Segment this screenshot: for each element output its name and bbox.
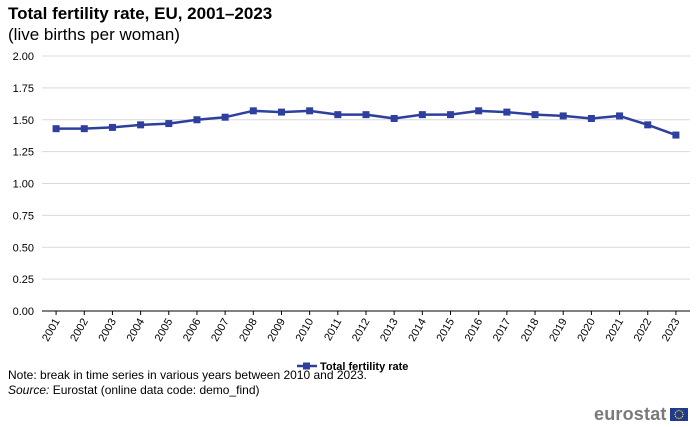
x-tick-label: 2006 — [181, 317, 204, 344]
data-point-2014 — [418, 111, 426, 119]
x-tick-label: 2018 — [519, 317, 542, 344]
x-tick-label: 2007 — [209, 317, 232, 344]
data-point-2017 — [503, 108, 511, 116]
x-tick-label: 2010 — [294, 317, 317, 344]
data-point-2015 — [447, 111, 455, 119]
x-tick-label: 2005 — [153, 317, 176, 344]
data-point-2013 — [390, 114, 398, 122]
eu-flag-icon — [669, 407, 688, 421]
x-tick-label: 2012 — [350, 317, 373, 344]
x-tick-label: 2002 — [68, 317, 91, 344]
legend-marker — [303, 362, 310, 370]
logo-text: eurostat — [594, 403, 667, 424]
legend-label: Total fertility rate — [320, 361, 408, 373]
data-point-2008 — [249, 107, 257, 115]
data-point-2016 — [475, 107, 483, 115]
y-tick-label: 1.00 — [13, 179, 34, 191]
series-total-fertility-rate — [52, 107, 680, 139]
y-tick-label: 1.25 — [13, 147, 34, 159]
x-tick-label: 2004 — [125, 317, 148, 344]
data-point-2020 — [587, 114, 595, 122]
legend: Total fertility rate — [297, 361, 408, 373]
data-point-2002 — [80, 125, 88, 133]
y-tick-label: 0.75 — [13, 210, 34, 222]
x-tick-label: 2021 — [604, 317, 627, 344]
chart-subtitle: (live births per woman) — [8, 25, 180, 44]
data-point-2022 — [644, 121, 652, 129]
source-label: Source: — [8, 383, 50, 397]
data-point-2018 — [531, 111, 539, 119]
x-tick-label: 2017 — [491, 317, 514, 344]
data-point-2003 — [108, 123, 116, 131]
x-tick-label: 2015 — [434, 317, 457, 344]
x-tick-label: 2023 — [660, 317, 683, 344]
data-point-2021 — [616, 112, 624, 120]
data-point-2001 — [52, 125, 60, 133]
data-point-2005 — [165, 120, 173, 128]
eurostat-logo: eurostat — [594, 404, 688, 424]
data-point-2004 — [137, 121, 145, 129]
data-point-2011 — [334, 111, 342, 119]
y-tick-label: 2.00 — [13, 51, 34, 63]
data-point-2006 — [193, 116, 201, 124]
x-tick-label: 2011 — [322, 317, 344, 343]
data-point-2019 — [559, 112, 567, 120]
y-tick-label: 0.00 — [13, 306, 34, 318]
y-tick-label: 1.50 — [13, 115, 34, 127]
y-tick-label: 0.50 — [13, 242, 34, 254]
data-point-2007 — [221, 113, 229, 121]
source-text: Eurostat (online data code: demo_find) — [49, 383, 260, 397]
chart-title: Total fertility rate, EU, 2001–2023 — [8, 4, 273, 23]
data-point-2023 — [672, 131, 680, 139]
chart-note: Note: break in time series in various ye… — [8, 368, 367, 382]
y-axis: 0.00 0.25 0.50 0.75 1.00 1.25 1.50 1.75 2.00 — [13, 51, 34, 318]
data-point-2010 — [306, 107, 314, 115]
x-tick-label: 2008 — [237, 317, 260, 344]
data-point-2009 — [277, 108, 285, 116]
y-tick-label: 1.75 — [13, 83, 34, 95]
chart-source: Source: Eurostat (online data code: demo… — [8, 383, 260, 397]
x-tick-label: 2016 — [463, 317, 486, 344]
data-point-2012 — [362, 111, 370, 119]
x-tick-label: 2001 — [40, 317, 63, 344]
gridlines — [42, 55, 690, 280]
x-tick-label: 2020 — [575, 317, 598, 344]
x-tick-label: 2013 — [378, 317, 401, 344]
x-tick-label: 2022 — [632, 317, 655, 344]
x-tick-label: 2003 — [96, 317, 119, 344]
x-axis: 2001 2002 2003 2004 2005 2006 2007 2008 2009 2010… — [40, 310, 690, 344]
x-tick-label: 2014 — [406, 317, 429, 344]
x-tick-label: 2019 — [547, 317, 570, 344]
x-tick-label: 2009 — [265, 317, 288, 344]
y-tick-label: 0.25 — [13, 274, 34, 286]
